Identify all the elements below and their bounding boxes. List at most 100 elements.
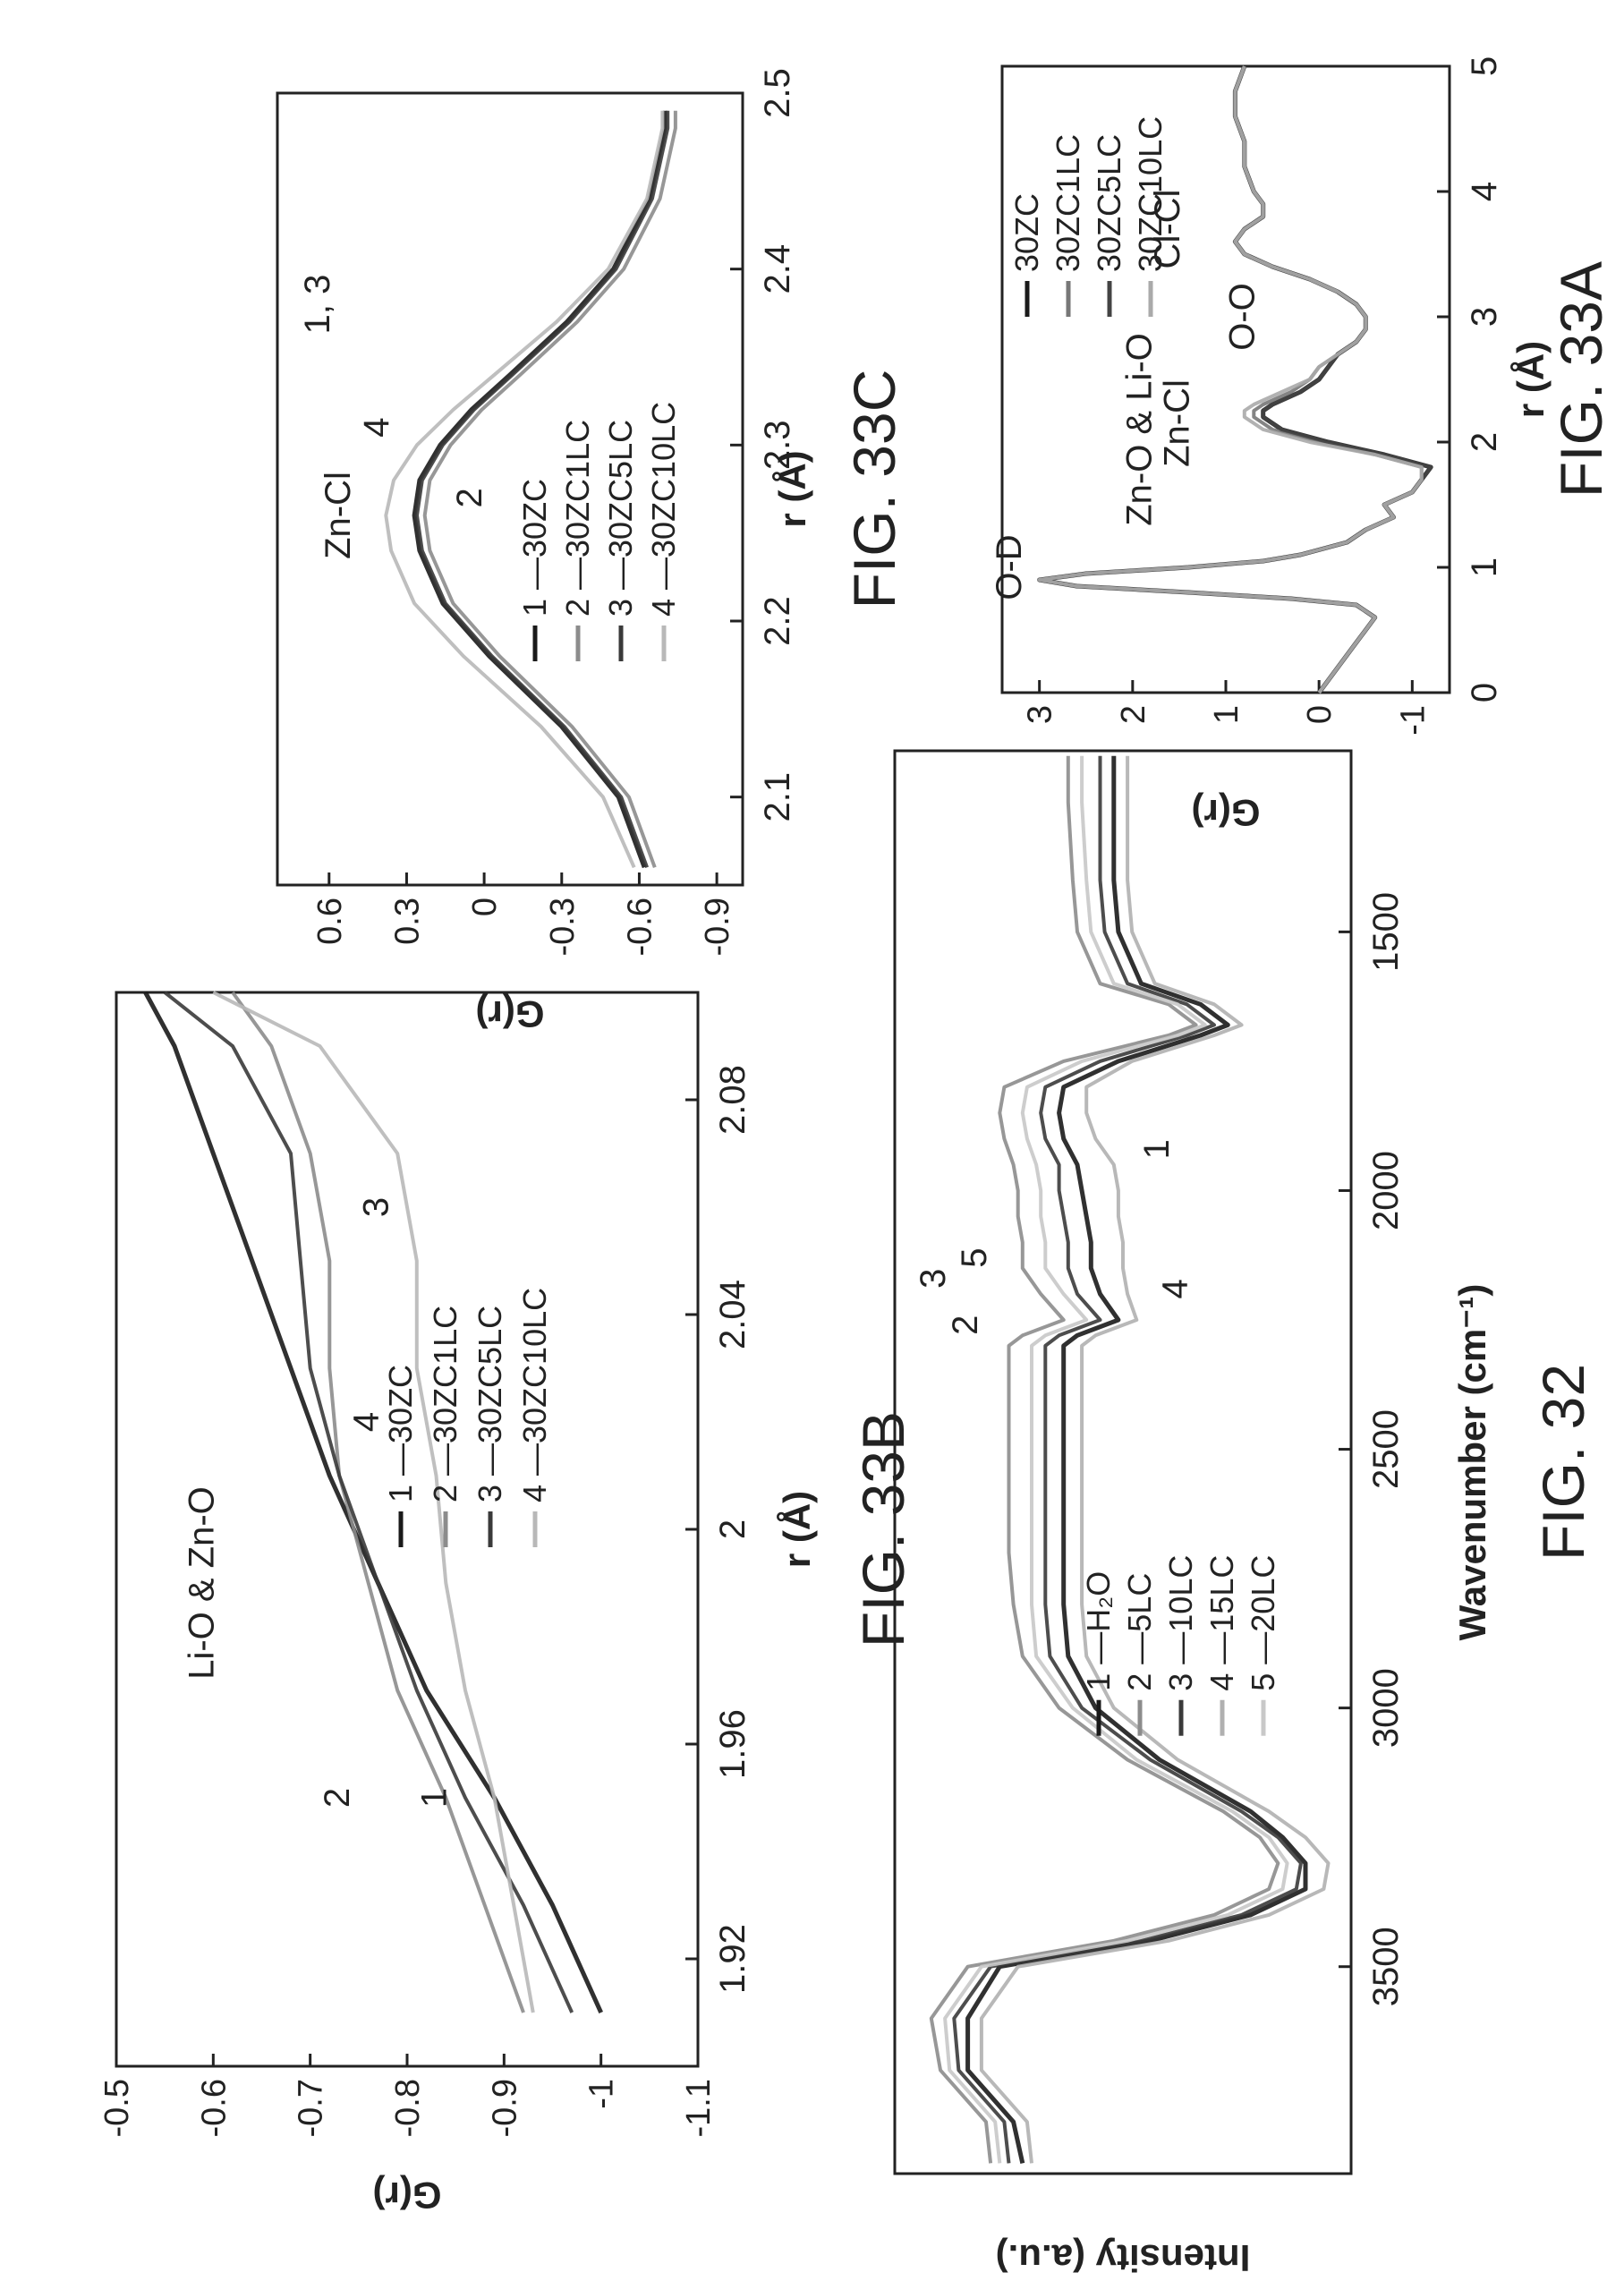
annotation: Zn-Cl	[1157, 379, 1196, 467]
x-tick-label: 3500	[1366, 1927, 1406, 2006]
y-tick-label: -1	[1394, 705, 1432, 736]
series-line-1	[965, 755, 1308, 2164]
x-tick-label: 2.4	[758, 244, 797, 294]
x-tick-label: 3	[1465, 307, 1504, 327]
series-line-30ZC10LC	[1037, 65, 1424, 694]
annotation: Li-O & Zn-O	[182, 1486, 221, 1680]
y-axis-label: Intensity (a.u.)	[996, 2237, 1251, 2279]
y-tick-label: -0.9	[486, 2079, 523, 2137]
annotation: 4	[1155, 1279, 1195, 1298]
y-axis-label: G(r)	[1192, 792, 1261, 834]
x-tick-label: 2.04	[713, 1280, 752, 1349]
annotation: 2	[946, 1315, 985, 1335]
y-tick-label: 2	[1115, 705, 1152, 724]
y-tick-label: 0	[466, 898, 504, 916]
series-line-3	[163, 991, 574, 2013]
annotation: 1	[414, 1788, 454, 1808]
series-line-4	[212, 991, 535, 2013]
plot-frame	[893, 749, 1353, 2175]
x-tick-label: 1.96	[713, 1709, 752, 1779]
figure-label: FIG. 33C	[841, 370, 907, 609]
x-tick-label: 2.1	[758, 772, 797, 822]
x-tick-label: 2.3	[758, 421, 797, 471]
x-tick-label: 2.08	[713, 1065, 752, 1135]
legend-entry: 2 —30ZC1LC	[427, 1306, 463, 1502]
annotation: O-D	[990, 534, 1029, 600]
y-tick-label: -0.9	[699, 898, 736, 956]
legend-entry: 30ZC1LC	[1050, 134, 1086, 272]
series-line-1	[412, 110, 667, 869]
annotation: 2	[318, 1788, 357, 1808]
chart-fig33b: 1.92 1.96 2 2.04 2.08 -0.5 -0.6 -0.7 -0.8 -0.9 -1 -…	[98, 991, 916, 2217]
x-axis-label: r (Å)	[771, 450, 813, 527]
y-tick-label: -0.6	[621, 898, 659, 956]
series-line-1	[143, 991, 603, 2014]
legend-entry: 4 —15LC	[1203, 1555, 1240, 1691]
legend-entry: 30ZC10LC	[1132, 116, 1169, 272]
x-tick-label: 1.92	[713, 1924, 752, 1994]
chart-fig32: 3500 3000 2500 2000 1500 Wavenumber (cm⁻¹) Int…	[893, 749, 1596, 2279]
x-axis-label: r (Å)	[1509, 341, 1552, 418]
series-line-2	[422, 110, 677, 868]
x-tick-label: 4	[1465, 182, 1504, 201]
x-tick-label: 1	[1465, 557, 1504, 577]
series-line-2	[231, 991, 525, 2013]
y-axis-label: G(r)	[476, 993, 545, 1035]
legend-entry: 5 —20LC	[1245, 1555, 1281, 1691]
y-tick-label: 3	[1022, 705, 1059, 724]
annotation: O-O	[1222, 283, 1262, 351]
y-tick-label: -1.1	[680, 2079, 718, 2137]
annotation: Zn-Cl	[319, 472, 358, 559]
y-tick-label: 0.6	[311, 898, 349, 945]
legend-entry: 1 —30ZC	[382, 1365, 419, 1502]
series-line-3	[952, 755, 1303, 2164]
legend-entry: 1 —H₂O	[1080, 1571, 1117, 1691]
y-tick-label: 0.3	[388, 898, 426, 945]
x-tick-label: 2.2	[758, 596, 797, 646]
y-tick-label: -0.5	[98, 2079, 136, 2137]
series-line-4	[979, 755, 1331, 2164]
annotation: 5	[955, 1247, 994, 1267]
legend-entry: 1 —30ZC	[516, 479, 553, 617]
legend-entry: 3 —30ZC5LC	[602, 420, 639, 617]
legend-entry: 30ZC	[1008, 193, 1045, 272]
series-line-2	[929, 755, 1280, 2164]
annotation: Zn-O & Li-O	[1120, 333, 1160, 526]
chart-fig33a: 0 1 2 3 4 5 3 2 1 0 -1 r (Å) G(r) FIG. 33A 30ZC 30ZC1LC…	[990, 56, 1614, 834]
legend-entry: 2 —30ZC1LC	[559, 420, 596, 617]
x-axis-label: r (Å)	[776, 1491, 818, 1568]
annotation: 4	[347, 1412, 387, 1432]
annotation: 2	[450, 488, 489, 507]
y-axis-label: G(r)	[373, 2175, 442, 2217]
legend-entry: 4 —30ZC10LC	[516, 1288, 553, 1502]
plot-frame	[276, 91, 744, 887]
y-tick-label: 1	[1208, 705, 1246, 724]
x-tick-label: 2000	[1366, 1151, 1406, 1230]
series-line-3	[415, 110, 670, 868]
y-tick-label: -0.7	[293, 2079, 330, 2137]
y-tick-label: 0	[1301, 705, 1339, 724]
series-line-4	[384, 110, 665, 869]
legend-entry: 4 —30ZC10LC	[645, 402, 682, 617]
x-tick-label: 1500	[1366, 892, 1406, 972]
x-tick-label: 0	[1465, 683, 1504, 702]
y-tick-label: -0.6	[195, 2079, 233, 2137]
figure-label: FIG. 32	[1530, 1364, 1596, 1561]
x-tick-label: 2500	[1366, 1409, 1406, 1489]
annotation: Cl-Cl	[1148, 190, 1187, 269]
legend-entry: 3 —30ZC5LC	[472, 1306, 508, 1502]
annotation: 3	[356, 1197, 395, 1217]
x-tick-label: 2.5	[758, 68, 797, 118]
legend-entry: 3 —10LC	[1162, 1555, 1199, 1691]
legend-entry: 30ZC5LC	[1091, 134, 1127, 272]
series-line-5	[943, 755, 1289, 2164]
x-axis-label: Wavenumber (cm⁻¹)	[1451, 1284, 1493, 1641]
legend-entry: 2 —5LC	[1121, 1573, 1158, 1691]
y-tick-label: -1	[583, 2079, 621, 2109]
annotation: 3	[914, 1269, 953, 1289]
annotation: 4	[357, 418, 396, 438]
x-tick-label: 2	[713, 1519, 752, 1539]
x-tick-label: 2	[1465, 432, 1504, 452]
